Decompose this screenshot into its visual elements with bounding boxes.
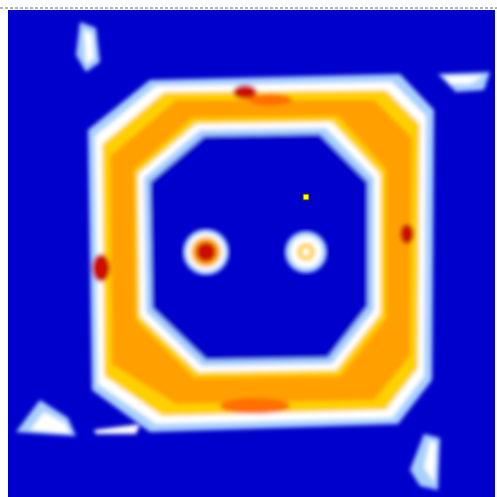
right-source [285,231,327,273]
hot-spot [400,224,414,244]
artifact [424,440,436,482]
artifact [84,30,94,64]
hot-spot [92,254,110,282]
ring-hole [150,134,368,360]
left-source [183,229,229,275]
hot-spot [220,398,290,414]
source-core [302,248,310,256]
hot-spot [233,85,257,99]
source-core [196,242,216,262]
ring [88,74,434,432]
hot-spot [248,94,292,106]
artifact [30,412,70,434]
probe-marker [302,193,310,201]
artifact [444,76,484,84]
corner-artifacts [16,22,490,490]
artifact [94,424,140,434]
